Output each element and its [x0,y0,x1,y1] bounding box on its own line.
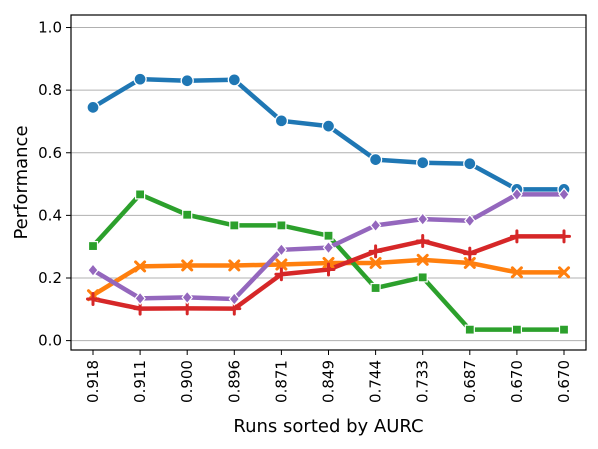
x-tick-label: 0.733 [414,360,432,403]
series-2-point [134,260,147,273]
series-3-point [511,324,523,335]
series-5-point [181,290,193,305]
series-5-point [134,291,146,306]
series-4-point [180,301,195,316]
series-2-point [275,258,288,271]
series-markers [86,72,571,335]
series-3-point [558,324,570,335]
series-2-point [463,256,476,269]
series-3-point [323,230,334,241]
series-5-point [511,187,523,202]
series-1-point [274,114,289,128]
series-3-point [417,272,428,283]
x-tick-label: 0.896 [225,360,243,403]
y-tick-label: 0.6 [38,144,62,162]
series-2-point [558,266,570,279]
series-4-point [415,234,430,249]
series-4-point [509,229,524,244]
series-1-point [368,152,383,167]
x-tick-label: 0.849 [320,360,338,403]
x-tick-label: 0.911 [131,360,149,403]
y-tick-label: 0.2 [38,269,62,287]
y-tick-label: 0.0 [38,332,62,350]
series-3-point [276,220,287,231]
series-4-point [557,229,571,244]
series-2-point [369,256,382,269]
series-1-line [90,76,567,192]
series-2-point [510,266,523,279]
x-tick-label: 0.670 [555,360,573,403]
x-tick-label: 0.744 [367,360,385,403]
series-1-point [133,72,147,86]
x-axis-label: Runs sorted by AURC [233,416,423,437]
series-4-point [368,244,383,259]
y-axis-label: Performance [11,125,32,239]
series-lines [90,76,567,332]
series-4-point [321,262,336,277]
x-tick-label: 0.900 [178,360,196,403]
series-3-point [370,282,381,294]
series-4-point [86,291,100,306]
series-5-point [87,263,99,278]
series-5-point [228,292,241,306]
gridlines [71,27,586,342]
series-1-point [227,73,241,87]
series-2-point [416,253,429,266]
series-5-point [369,218,382,233]
series-5-point [416,212,429,227]
series-5-point [275,242,288,257]
series-3-point [87,240,99,252]
series-4-point [274,267,289,282]
x-axis: 0.918 0.911 0.900 0.896 0.871 0.849 0.744 0.733… [84,350,573,403]
series-1-point [86,100,100,115]
series-3-point [464,324,475,335]
series-4-point [462,246,477,261]
series-3-point [229,220,240,231]
y-tick-label: 0.4 [38,206,62,224]
series-3-point [182,209,193,220]
x-tick-label: 0.918 [84,360,102,403]
series-1-point [416,156,430,170]
x-tick-label: 0.670 [508,360,526,403]
x-tick-label: 0.687 [461,360,479,403]
series-1-point [180,74,194,88]
x-tick-label: 0.871 [272,360,290,403]
series-5-point [322,240,335,255]
series-2-point [181,259,194,272]
y-axis: 0.0 0.2 0.4 0.6 0.8 1.0 [38,19,71,350]
series-1-point [463,157,477,171]
series-3-point [135,189,146,200]
y-tick-label: 0.8 [38,81,62,99]
series-5-point [558,187,570,202]
y-tick-label: 1.0 [38,19,62,37]
series-5-point [464,213,476,228]
series-1-point [321,119,336,133]
series-2-point [228,259,241,272]
